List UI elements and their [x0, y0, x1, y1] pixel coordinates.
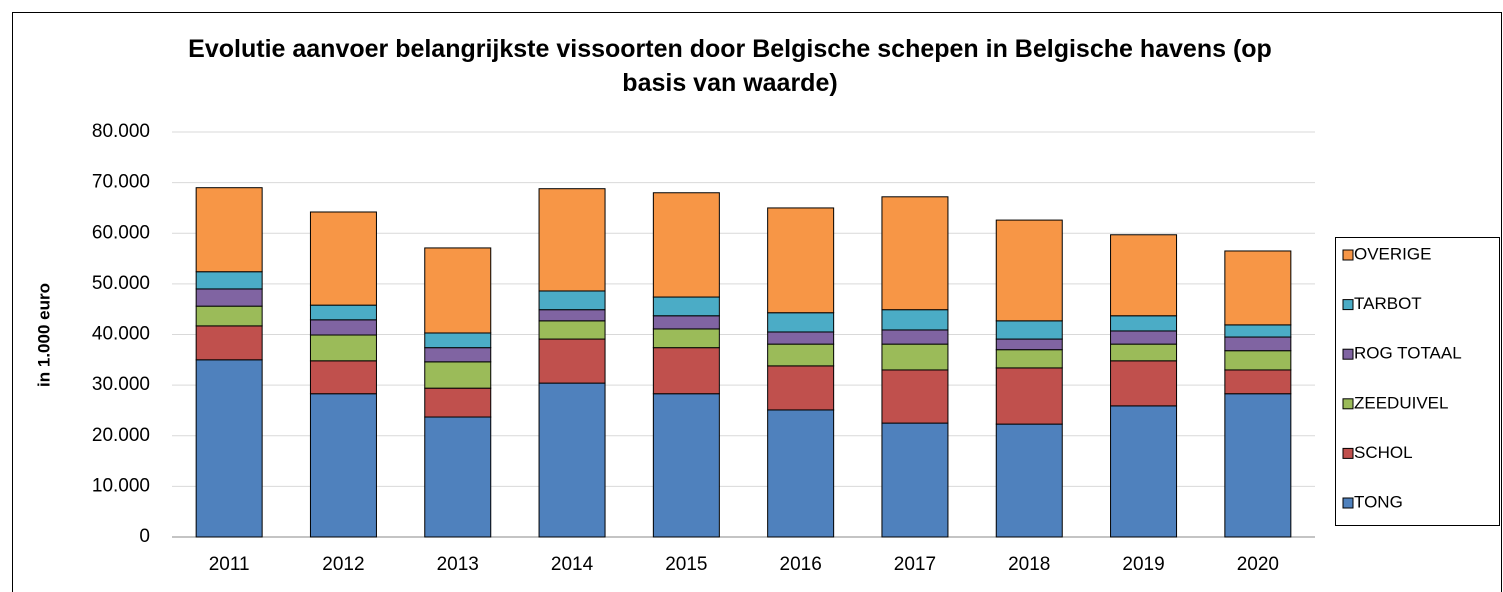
x-tick-label: 2014 [551, 554, 594, 575]
bar-segment [1224, 336, 1292, 352]
legend-swatch [1342, 299, 1354, 311]
bar-segment [1110, 315, 1178, 332]
legend-label: TONG [1354, 492, 1403, 511]
bar-segment [881, 343, 949, 371]
bar-segment [424, 347, 492, 363]
bar-segment [652, 393, 720, 538]
y-tick-label: 10.000 [92, 475, 150, 496]
bar-segment [1224, 393, 1292, 538]
bar-segment [309, 393, 377, 538]
bar-segment [767, 312, 835, 333]
y-tick-label: 80.000 [92, 121, 150, 142]
bar-segment [538, 188, 606, 292]
legend-swatch [1342, 249, 1354, 261]
bar-segment [195, 288, 263, 307]
y-axis-label: in 1.000 euro [34, 283, 53, 387]
bar-segment [1110, 343, 1178, 362]
legend-label: OVERIGE [1354, 244, 1431, 263]
bar-segment [424, 332, 492, 349]
bar-segment [309, 360, 377, 395]
bar-segment [995, 219, 1063, 322]
legend-swatch [1342, 447, 1354, 459]
bar-segment [1110, 234, 1178, 317]
y-tick-label: 50.000 [92, 273, 150, 294]
bar-segment [881, 329, 949, 345]
y-tick-label: 60.000 [92, 222, 150, 243]
bar-segment [767, 331, 835, 345]
legend-swatch [1342, 398, 1354, 410]
bar-segment [995, 338, 1063, 351]
bar-segment [195, 187, 263, 273]
bar-segment [767, 365, 835, 411]
bar-segment [652, 315, 720, 330]
bar-segment [767, 409, 835, 538]
x-tick-label: 2019 [1122, 554, 1164, 575]
bar-segment [995, 320, 1063, 340]
bar-segment [424, 361, 492, 389]
bar-segment [195, 271, 263, 290]
bar-segment [652, 347, 720, 395]
legend-label: SCHOL [1354, 443, 1413, 462]
bar-segment [538, 309, 606, 322]
x-tick-label: 2012 [322, 554, 364, 575]
x-tick-label: 2018 [1008, 554, 1050, 575]
bar-segment [309, 211, 377, 306]
bar-segment [881, 309, 949, 331]
bar-segment [1224, 350, 1292, 371]
bar-segment [1110, 405, 1178, 538]
bar-segment [881, 196, 949, 311]
x-tick-label: 2017 [894, 554, 936, 575]
bar-segment [195, 305, 263, 327]
bar-segment [995, 349, 1063, 369]
bar-segment [309, 304, 377, 321]
bar-segment [424, 247, 492, 334]
bar-segment [1224, 250, 1292, 326]
chart-title: Evolutie aanvoer belangrijkste vissoorte… [188, 35, 1272, 97]
x-tick-label: 2015 [665, 554, 707, 575]
bar-segment [538, 382, 606, 538]
bar-segment [881, 422, 949, 538]
bar-segment [1110, 330, 1178, 345]
bar-segment [195, 325, 263, 361]
y-tick-label: 20.000 [92, 425, 150, 446]
bar-segment [652, 296, 720, 317]
x-tick-label: 2020 [1237, 554, 1279, 575]
bar-segment [424, 387, 492, 418]
legend-label: ZEEDUIVEL [1354, 393, 1448, 412]
y-tick-label: 30.000 [92, 374, 150, 395]
bar-segment [538, 320, 606, 340]
bar-segment [1224, 369, 1292, 395]
legend-box [1335, 237, 1500, 526]
chart-border [12, 12, 1502, 592]
bar-segment [424, 416, 492, 538]
bar-segment [652, 328, 720, 349]
legend-label: TARBOT [1354, 294, 1422, 313]
y-tick-label: 0 [139, 526, 150, 547]
bar-segment [309, 334, 377, 362]
legend-swatch [1342, 497, 1354, 509]
bar-segment [195, 359, 263, 538]
legend-swatch [1342, 348, 1354, 360]
bar-segment [309, 319, 377, 336]
x-tick-label: 2011 [209, 554, 250, 575]
x-tick-label: 2016 [780, 554, 822, 575]
bar-segment [538, 338, 606, 384]
bar-segment [1224, 324, 1292, 338]
bar-segment [1110, 360, 1178, 407]
bar-segment [538, 290, 606, 311]
bar-segment [881, 369, 949, 424]
legend-label: ROG TOTAAL [1354, 344, 1462, 363]
bar-segment [995, 367, 1063, 425]
y-tick-label: 70.000 [92, 172, 150, 193]
bar-segment [767, 343, 835, 367]
bar-segment [995, 423, 1063, 538]
bar-segment [652, 192, 720, 298]
x-tick-label: 2013 [437, 554, 479, 575]
bar-segment [767, 207, 835, 314]
y-tick-label: 40.000 [92, 324, 150, 345]
